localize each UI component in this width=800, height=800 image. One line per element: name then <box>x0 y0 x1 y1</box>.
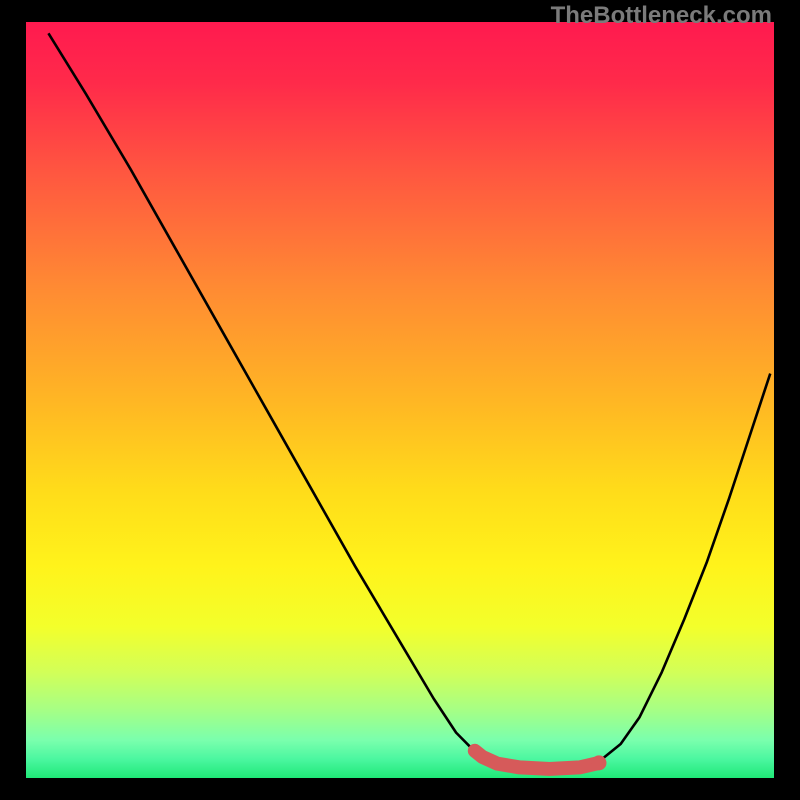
optimal-range-end-dot <box>591 755 606 770</box>
watermark-text: TheBottleneck.com <box>551 2 772 30</box>
optimal-range-band <box>475 751 599 769</box>
bottleneck-curve <box>48 33 770 768</box>
chart-svg <box>0 0 800 800</box>
